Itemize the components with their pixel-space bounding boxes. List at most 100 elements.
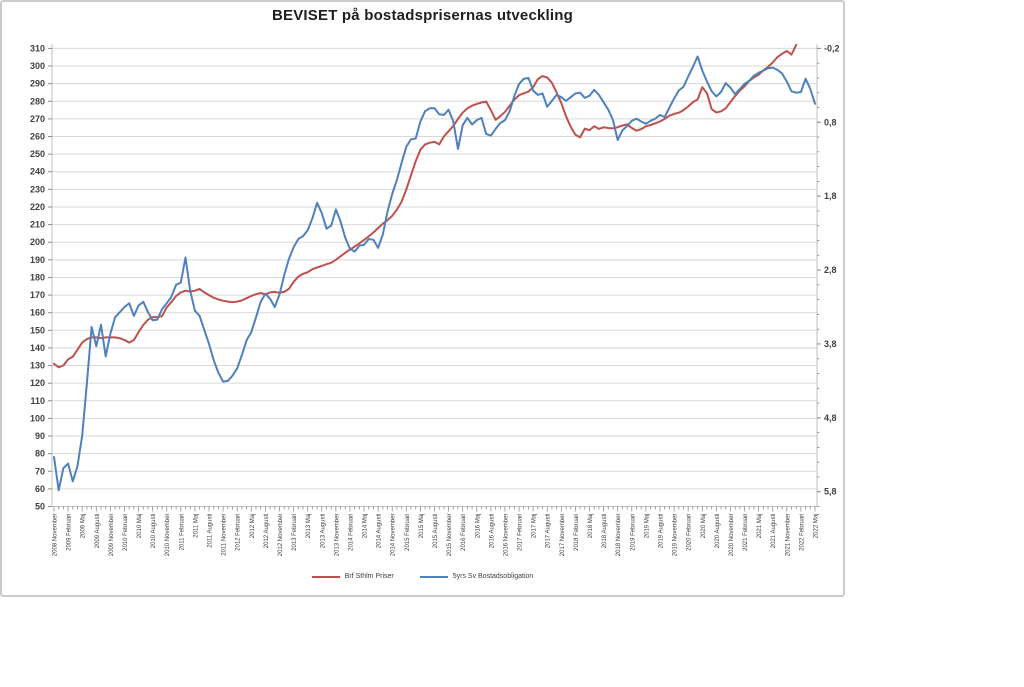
svg-text:2020 Februari: 2020 Februari [687,514,693,551]
svg-text:100: 100 [30,413,45,423]
legend-label: 5yrs Sv Bostadsobligation [452,573,534,580]
svg-text:2015 November: 2015 November [447,514,453,557]
svg-text:2014 Februari: 2014 Februari [348,514,354,551]
svg-text:2009 Maj: 2009 Maj [81,514,87,539]
svg-text:140: 140 [30,343,45,353]
svg-text:50: 50 [35,502,45,512]
svg-text:2016 Augusti: 2016 Augusti [489,514,495,549]
plot-area: 310 300 290 280 270 260 250 240 230 220 210 200 190 1… [30,43,840,557]
axis-lines [51,44,818,507]
svg-text:-0,2: -0,2 [824,43,840,53]
series-line-brf-sthlm-priser [53,43,798,369]
svg-text:310: 310 [30,43,45,53]
svg-text:2016 Februari: 2016 Februari [461,514,467,551]
svg-text:240: 240 [30,167,45,177]
svg-text:2009 Februari: 2009 Februari [67,514,73,551]
svg-text:2017 Augusti: 2017 Augusti [546,514,552,549]
svg-text:3,8: 3,8 [824,339,837,349]
svg-text:2017 Februari: 2017 Februari [518,514,524,551]
svg-text:120: 120 [30,378,45,388]
svg-text:2021 Augusti: 2021 Augusti [771,514,777,549]
svg-text:2011 Maj: 2011 Maj [193,514,199,538]
x-axis: 2008 November 2009 Februari 2009 Maj 2009 A… [53,506,820,557]
svg-text:2021 Februari: 2021 Februari [743,514,749,551]
chart-legend: Brf Sthlm Priser 5yrs Sv Bostadsobligati… [2,573,843,580]
svg-text:190: 190 [30,255,45,265]
right-axis: -0,2 0,8 1,8 2,8 3,8 4,8 5,8 [817,43,840,507]
svg-text:2014 Maj: 2014 Maj [363,514,369,539]
svg-text:2022 Februari: 2022 Februari [799,514,805,551]
svg-text:60: 60 [35,484,45,494]
svg-text:2009 November: 2009 November [109,514,115,557]
series-line-bostadsobligation [53,55,816,492]
chart-title: BEVISET på bostadsprisernas utveckling [271,7,574,24]
svg-text:250: 250 [30,149,45,159]
svg-text:2018 November: 2018 November [616,514,622,557]
svg-text:2013 Februari: 2013 Februari [292,514,298,551]
svg-text:2012 November: 2012 November [278,514,284,557]
svg-text:300: 300 [30,61,45,71]
svg-text:2,8: 2,8 [824,265,837,275]
svg-text:2014 Augusti: 2014 Augusti [377,514,383,549]
svg-text:2018 Augusti: 2018 Augusti [602,514,608,549]
svg-text:0,8: 0,8 [824,117,837,127]
blue-line-icon [419,575,448,578]
svg-text:2015 Augusti: 2015 Augusti [433,514,439,549]
left-axis: 310 300 290 280 270 260 250 240 230 220 210 200 190 1… [30,43,52,512]
legend-item-brf-sthlm-priser: Brf Sthlm Priser [311,573,394,580]
svg-text:4,8: 4,8 [824,413,837,423]
svg-text:2016 November: 2016 November [503,514,509,557]
svg-text:150: 150 [30,325,45,335]
svg-text:2010 Augusti: 2010 Augusti [151,514,157,549]
svg-text:200: 200 [30,237,45,247]
red-line-icon [311,575,340,578]
svg-text:170: 170 [30,290,45,300]
svg-text:210: 210 [30,220,45,230]
svg-text:2011 Augusti: 2011 Augusti [208,514,214,548]
svg-text:2013 Maj: 2013 Maj [306,514,312,539]
svg-text:2012 Februari: 2012 Februari [236,514,242,551]
svg-text:2018 Februari: 2018 Februari [574,514,580,551]
svg-text:2011 Februari: 2011 Februari [179,514,185,551]
svg-text:2012 Augusti: 2012 Augusti [264,514,270,549]
svg-text:2017 November: 2017 November [560,514,566,557]
svg-text:2019 November: 2019 November [673,514,679,557]
svg-text:2020 Augusti: 2020 Augusti [715,514,721,549]
svg-text:2022 Maj: 2022 Maj [814,514,820,539]
svg-text:1,8: 1,8 [824,191,837,201]
svg-text:2010 Maj: 2010 Maj [137,514,143,539]
svg-text:2019 Augusti: 2019 Augusti [658,514,664,549]
svg-text:5,8: 5,8 [824,487,837,497]
svg-text:290: 290 [30,79,45,89]
svg-text:2010 November: 2010 November [165,514,171,557]
svg-text:2013 November: 2013 November [334,514,340,557]
svg-text:280: 280 [30,96,45,106]
svg-text:2013 Augusti: 2013 Augusti [320,514,326,549]
svg-text:2018 Maj: 2018 Maj [588,514,594,539]
svg-text:2021 Maj: 2021 Maj [757,514,763,539]
svg-text:2010 Februari: 2010 Februari [123,514,129,551]
svg-text:160: 160 [30,308,45,318]
svg-text:2015 Maj: 2015 Maj [419,514,425,539]
legend-label: Brf Sthlm Priser [344,573,394,580]
svg-text:2009 Augusti: 2009 Augusti [95,514,101,549]
svg-text:230: 230 [30,184,45,194]
svg-text:2017 Maj: 2017 Maj [532,514,538,539]
svg-text:2019 Maj: 2019 Maj [644,514,650,539]
svg-text:2008 November: 2008 November [53,514,59,557]
svg-text:110: 110 [30,396,45,406]
svg-text:2011 November: 2011 November [222,514,228,556]
svg-text:2020 Maj: 2020 Maj [701,514,707,539]
svg-text:80: 80 [35,449,45,459]
svg-text:180: 180 [30,272,45,282]
svg-text:2019 Februari: 2019 Februari [630,514,636,551]
svg-text:2014 November: 2014 November [391,514,397,557]
svg-text:260: 260 [30,131,45,141]
svg-text:2015 Februari: 2015 Februari [405,514,411,551]
svg-text:2021 November: 2021 November [785,514,791,557]
svg-text:130: 130 [30,361,45,371]
svg-text:220: 220 [30,202,45,212]
svg-text:70: 70 [35,466,45,476]
gridlines [52,47,817,507]
svg-text:270: 270 [30,114,45,124]
